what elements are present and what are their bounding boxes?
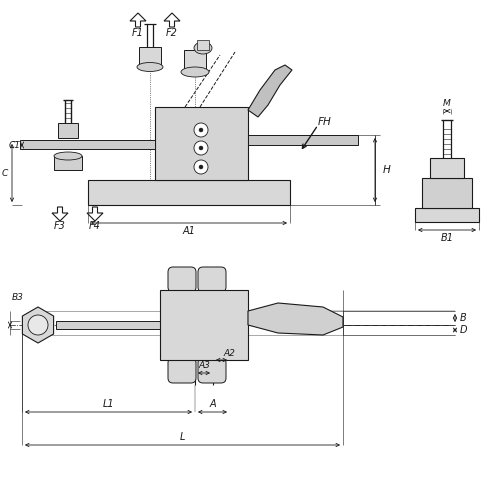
Circle shape xyxy=(199,146,203,150)
Bar xyxy=(139,47,161,65)
Text: M: M xyxy=(443,100,451,108)
Text: C: C xyxy=(2,168,8,177)
Polygon shape xyxy=(87,207,103,221)
Bar xyxy=(20,140,155,149)
FancyBboxPatch shape xyxy=(198,267,226,292)
Ellipse shape xyxy=(54,152,82,160)
Circle shape xyxy=(199,165,203,169)
Polygon shape xyxy=(164,13,180,27)
Ellipse shape xyxy=(194,42,212,54)
Text: F4: F4 xyxy=(89,221,101,231)
Circle shape xyxy=(194,160,208,174)
Text: B: B xyxy=(460,313,466,323)
Bar xyxy=(54,156,82,170)
Ellipse shape xyxy=(137,62,163,72)
Bar xyxy=(88,180,290,205)
Bar xyxy=(248,135,358,145)
Circle shape xyxy=(28,315,48,335)
Bar xyxy=(184,50,206,70)
Text: A1: A1 xyxy=(183,226,195,236)
Bar xyxy=(56,321,160,329)
Text: B1: B1 xyxy=(440,233,454,243)
Circle shape xyxy=(194,123,208,137)
FancyBboxPatch shape xyxy=(168,358,196,383)
Ellipse shape xyxy=(181,67,209,77)
Circle shape xyxy=(194,141,208,155)
Text: H: H xyxy=(383,165,391,175)
Bar xyxy=(415,208,479,222)
Text: D: D xyxy=(459,325,467,335)
Text: L: L xyxy=(180,432,185,442)
Polygon shape xyxy=(248,65,292,117)
Text: F3: F3 xyxy=(54,221,66,231)
Circle shape xyxy=(199,128,203,132)
Bar xyxy=(430,158,464,178)
Bar xyxy=(422,178,472,208)
Text: B3: B3 xyxy=(12,292,24,302)
Text: L1: L1 xyxy=(103,399,114,409)
Text: A: A xyxy=(209,399,216,409)
FancyBboxPatch shape xyxy=(198,358,226,383)
Polygon shape xyxy=(130,13,146,27)
Bar xyxy=(155,107,248,180)
Bar xyxy=(160,290,248,360)
Text: A3: A3 xyxy=(198,362,210,370)
Text: FH: FH xyxy=(318,117,332,127)
Text: C1: C1 xyxy=(9,140,21,149)
Polygon shape xyxy=(248,303,343,335)
Text: F1: F1 xyxy=(132,28,144,38)
FancyBboxPatch shape xyxy=(168,267,196,292)
Text: A2: A2 xyxy=(223,348,236,358)
Bar xyxy=(58,123,78,138)
Bar xyxy=(197,40,209,50)
Text: F2: F2 xyxy=(166,28,178,38)
Polygon shape xyxy=(52,207,68,221)
Polygon shape xyxy=(23,307,54,343)
